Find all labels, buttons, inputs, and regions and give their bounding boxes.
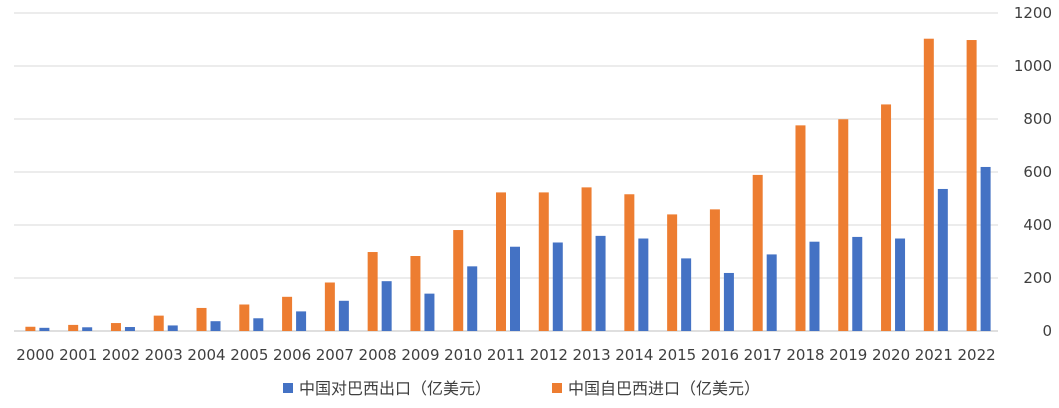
bar-export (424, 293, 435, 331)
x-tick-label: 2010 (444, 346, 482, 364)
x-tick-label: 2022 (958, 346, 996, 364)
bar-import (881, 104, 892, 331)
x-tick-label: 2003 (145, 346, 183, 364)
bar-export (809, 241, 820, 331)
bar-import (752, 174, 763, 331)
bar-export (296, 311, 307, 331)
x-tick-label: 2006 (273, 346, 311, 364)
bar-import (239, 304, 250, 331)
x-axis-labels: 2000 2001 2002 2003 2004 2005 2006 2007 2008 2009… (16, 346, 995, 364)
bar-import (838, 119, 849, 331)
x-tick-label: 2017 (744, 346, 782, 364)
bar-export (595, 235, 606, 331)
bar-import (410, 256, 421, 331)
bar-export (895, 238, 906, 331)
bar-export (638, 238, 649, 331)
x-tick-label: 2005 (230, 346, 268, 364)
y-tick-label: 200 (1023, 269, 1052, 287)
bar-import (153, 315, 164, 331)
y-tick-label: 600 (1023, 163, 1052, 181)
x-tick-label: 2009 (401, 346, 439, 364)
bar-import (196, 307, 207, 331)
x-tick-label: 2000 (16, 346, 54, 364)
bar-import (795, 125, 806, 331)
bar-import (581, 187, 592, 331)
bar-export (852, 236, 863, 331)
bar-export (338, 300, 349, 331)
x-tick-label: 2008 (359, 346, 397, 364)
y-tick-label: 800 (1023, 110, 1052, 128)
bar-import (367, 252, 378, 331)
bar-export (552, 242, 563, 331)
legend-swatch-export (283, 383, 293, 393)
legend: 中国对巴西出口（亿美元） 中国自巴西进口（亿美元） (283, 379, 760, 398)
bar-export (510, 246, 520, 331)
bar-export (82, 327, 93, 331)
bar-export (253, 318, 264, 331)
y-axis-labels: 0 200 400 600 800 1000 1200 (1014, 4, 1052, 340)
x-tick-label: 2012 (530, 346, 568, 364)
y-tick-label: 0 (1042, 322, 1052, 340)
legend-swatch-import (552, 383, 562, 393)
bar-export (723, 272, 734, 331)
bar-import (68, 324, 79, 331)
x-tick-label: 2014 (615, 346, 653, 364)
y-tick-label: 400 (1023, 216, 1052, 234)
bar-import (25, 326, 36, 331)
bar-import (966, 40, 977, 331)
x-tick-label: 2018 (786, 346, 824, 364)
bar-export (381, 281, 392, 331)
x-tick-label: 2021 (915, 346, 953, 364)
bar-export (167, 325, 178, 331)
bar-import (667, 214, 678, 331)
x-tick-label: 2015 (658, 346, 696, 364)
legend-label-export: 中国对巴西出口（亿美元） (299, 379, 491, 398)
legend-label-import: 中国自巴西进口（亿美元） (568, 379, 760, 398)
bar-export (681, 258, 692, 331)
bar-export (766, 254, 777, 331)
y-tick-label: 1000 (1014, 57, 1052, 75)
x-tick-label: 2020 (872, 346, 910, 364)
bar-import (923, 38, 934, 332)
x-tick-label: 2011 (487, 346, 525, 364)
bar-export (210, 321, 221, 331)
bar-import (282, 296, 293, 331)
bar-export (39, 327, 50, 331)
bars (25, 38, 991, 332)
bar-import (538, 192, 549, 331)
x-tick-label: 2001 (59, 346, 97, 364)
x-tick-label: 2004 (187, 346, 225, 364)
x-tick-label: 2002 (102, 346, 140, 364)
bar-import (110, 323, 121, 331)
bar-export (980, 166, 991, 331)
bar-export (937, 188, 948, 331)
bar-export (467, 266, 478, 331)
x-tick-label: 2019 (829, 346, 867, 364)
x-tick-label: 2013 (572, 346, 610, 364)
x-tick-label: 2016 (701, 346, 739, 364)
x-tick-label: 2007 (316, 346, 354, 364)
bar-export (124, 327, 135, 331)
bar-import (453, 230, 464, 331)
y-tick-label: 1200 (1014, 4, 1052, 22)
bar-import (324, 282, 335, 331)
bar-import (709, 209, 720, 331)
bar-import (624, 194, 635, 331)
bar-import (496, 192, 506, 331)
